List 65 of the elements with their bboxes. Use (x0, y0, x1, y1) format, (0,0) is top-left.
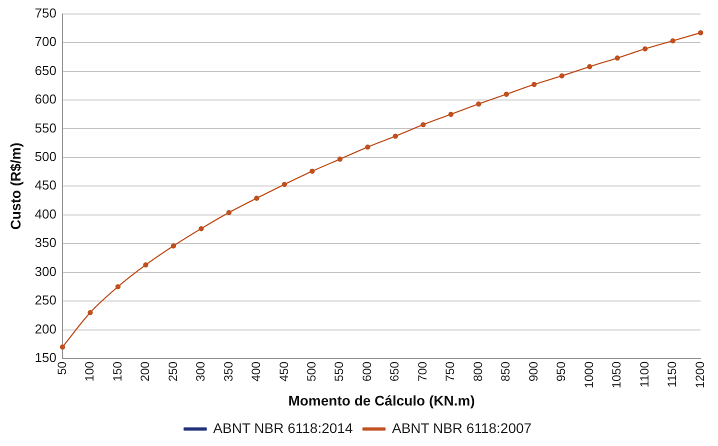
x-tick-label: 400 (249, 361, 264, 382)
y-tick-label: 650 (34, 62, 56, 78)
point (198, 226, 204, 232)
point (698, 30, 704, 36)
y-axis-title: Custo (R$/m) (7, 142, 24, 230)
point (226, 210, 232, 216)
x-tick-label: 600 (360, 361, 374, 382)
point (587, 64, 592, 70)
x-tick-label: 250 (166, 361, 180, 382)
x-tick-label: 350 (221, 361, 236, 382)
x-tick-label: 750 (443, 361, 458, 382)
x-tick-label: 650 (388, 361, 402, 382)
point (614, 55, 620, 61)
y-tick-label: 600 (34, 92, 56, 107)
point (365, 144, 370, 150)
point (559, 73, 564, 78)
legend-label: ABNT NBR 6118:2007 (392, 420, 532, 436)
y-tick-label: 450 (34, 178, 56, 193)
point (532, 82, 537, 88)
x-tick-label: 50 (54, 361, 69, 375)
x-tick-label: 700 (415, 361, 430, 382)
y-tick-label: 200 (34, 321, 56, 336)
x-tick-label: 850 (498, 361, 513, 382)
x-tick-label: 900 (526, 361, 540, 382)
point (143, 262, 148, 268)
point (476, 101, 482, 107)
x-tick-label: 1150 (665, 361, 680, 388)
point (282, 182, 288, 188)
point (170, 243, 176, 248)
x-axis-title: Momento de Cálculo (KN.m) (288, 392, 475, 408)
x-tick-label: 500 (304, 361, 318, 382)
point (115, 284, 121, 290)
x-tick-label: 950 (554, 361, 568, 382)
y-tick-label: 400 (34, 206, 56, 222)
y-tick-label: 500 (34, 149, 56, 164)
x-tick-label: 300 (194, 361, 208, 382)
point (504, 92, 509, 97)
point (337, 156, 343, 162)
y-tick-label: 700 (34, 34, 56, 50)
point (420, 122, 426, 128)
point (392, 134, 398, 139)
point (88, 310, 93, 316)
x-tick-label: 150 (110, 361, 124, 382)
point (60, 344, 66, 350)
legend-label: ABNT NBR 6118:2014 (213, 420, 353, 436)
y-tick-label: 300 (34, 264, 56, 279)
y-tick-label: 350 (34, 235, 56, 250)
y-tick-label: 750 (34, 5, 56, 20)
x-tick-label: 550 (332, 361, 346, 382)
x-tick-label: 1100 (637, 361, 652, 388)
x-tick-label: 800 (470, 361, 485, 382)
y-tick-label: 550 (34, 120, 56, 136)
point (310, 168, 315, 174)
x-tick-label: 1000 (582, 361, 596, 388)
x-tick-label: 200 (138, 361, 152, 382)
y-tick-label: 250 (34, 292, 56, 308)
x-tick-label: 450 (276, 361, 291, 382)
y-tick-label: 150 (34, 350, 56, 366)
x-tick-label: 1050 (610, 361, 624, 388)
point (448, 112, 454, 117)
point (670, 38, 676, 44)
point (642, 46, 648, 52)
x-tick-label: 1200 (692, 361, 707, 388)
point (254, 196, 260, 201)
x-tick-label: 100 (82, 361, 97, 382)
